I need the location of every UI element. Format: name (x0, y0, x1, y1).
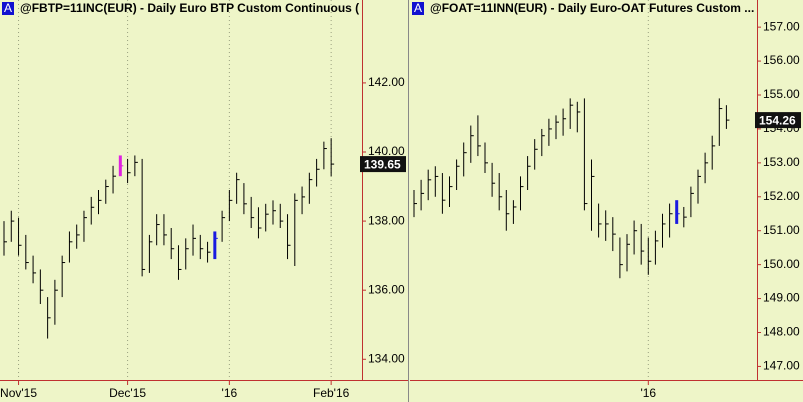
y-tick-label: 136.00 (368, 282, 405, 296)
y-tick-label: 152.00 (763, 189, 800, 203)
x-tick-label: Dec'15 (109, 386, 146, 400)
badge (2, 2, 14, 15)
y-tick-label: 157.00 (763, 19, 800, 33)
x-tick-label: '16 (222, 386, 238, 400)
last-price-label: 139.65 (364, 157, 401, 171)
badge-label: A (414, 1, 422, 15)
y-tick-label: 147.00 (763, 359, 800, 373)
y-tick-label: 151.00 (763, 223, 800, 237)
badge-label: A (4, 1, 12, 15)
y-tick-label: 153.00 (763, 155, 800, 169)
x-tick-label: Nov'15 (0, 386, 37, 400)
last-price-box (755, 112, 801, 129)
y-tick-label: 156.00 (763, 53, 800, 67)
x-tick-label: '16 (640, 386, 656, 400)
chart-title: @FOAT=11INN(EUR) - Daily Euro-OAT Future… (430, 1, 754, 15)
y-tick-label: 140.00 (368, 144, 405, 158)
last-price-box (360, 156, 406, 173)
x-tick-label: Feb'16 (313, 386, 350, 400)
y-tick-label: 134.00 (368, 351, 405, 365)
y-tick-label: 138.00 (368, 213, 405, 227)
badge (412, 2, 424, 15)
chart-title: @FBTP=11INC(EUR) - Daily Euro BTP Custom… (20, 1, 359, 15)
y-tick-label: 155.00 (763, 87, 800, 101)
y-tick-label: 148.00 (763, 325, 800, 339)
y-tick-label: 142.00 (368, 75, 405, 89)
y-tick-label: 150.00 (763, 257, 800, 271)
last-price-label: 154.26 (759, 113, 796, 127)
y-tick-label: 149.00 (763, 291, 800, 305)
